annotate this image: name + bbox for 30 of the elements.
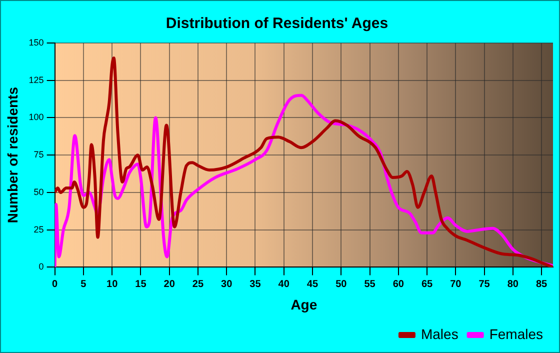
y-tick-label: 0: [38, 262, 44, 272]
x-tick-label: 45: [306, 278, 318, 290]
y-tick-label: 75: [34, 150, 44, 160]
x-tick-label: 35: [250, 278, 262, 290]
chart-title: Distribution of Residents' Ages: [166, 15, 388, 32]
y-tick-label: 100: [28, 112, 44, 122]
y-axis-title: Number of residents: [4, 86, 20, 224]
x-axis-title: Age: [290, 296, 318, 312]
x-tick-label: 50: [336, 278, 348, 290]
x-tick-label: 75: [478, 278, 490, 290]
x-tick-label: 25: [192, 278, 204, 290]
x-tick-label: 85: [536, 278, 548, 290]
x-tick-label: 55: [364, 278, 376, 290]
x-tick-label: 10: [106, 278, 118, 290]
x-tick-label: 65: [421, 278, 434, 290]
x-tick-label: 70: [450, 278, 462, 290]
x-tick-label: 5: [80, 278, 87, 290]
y-tick-label: 150: [28, 37, 44, 48]
x-tick-label: 40: [278, 278, 290, 290]
x-tick-label: 80: [507, 278, 519, 290]
x-tick-label: 15: [135, 278, 147, 290]
x-tick-label: 20: [164, 278, 176, 290]
y-tick-label: 50: [34, 186, 44, 197]
x-tick-label: 0: [52, 278, 58, 290]
y-tick-label: 125: [28, 74, 44, 85]
x-tick-label: 60: [392, 278, 404, 290]
y-tick-label: 25: [34, 224, 44, 234]
x-tick-label: 30: [221, 278, 233, 290]
legend-label: Females: [489, 326, 544, 342]
legend-label: Males: [420, 326, 458, 342]
